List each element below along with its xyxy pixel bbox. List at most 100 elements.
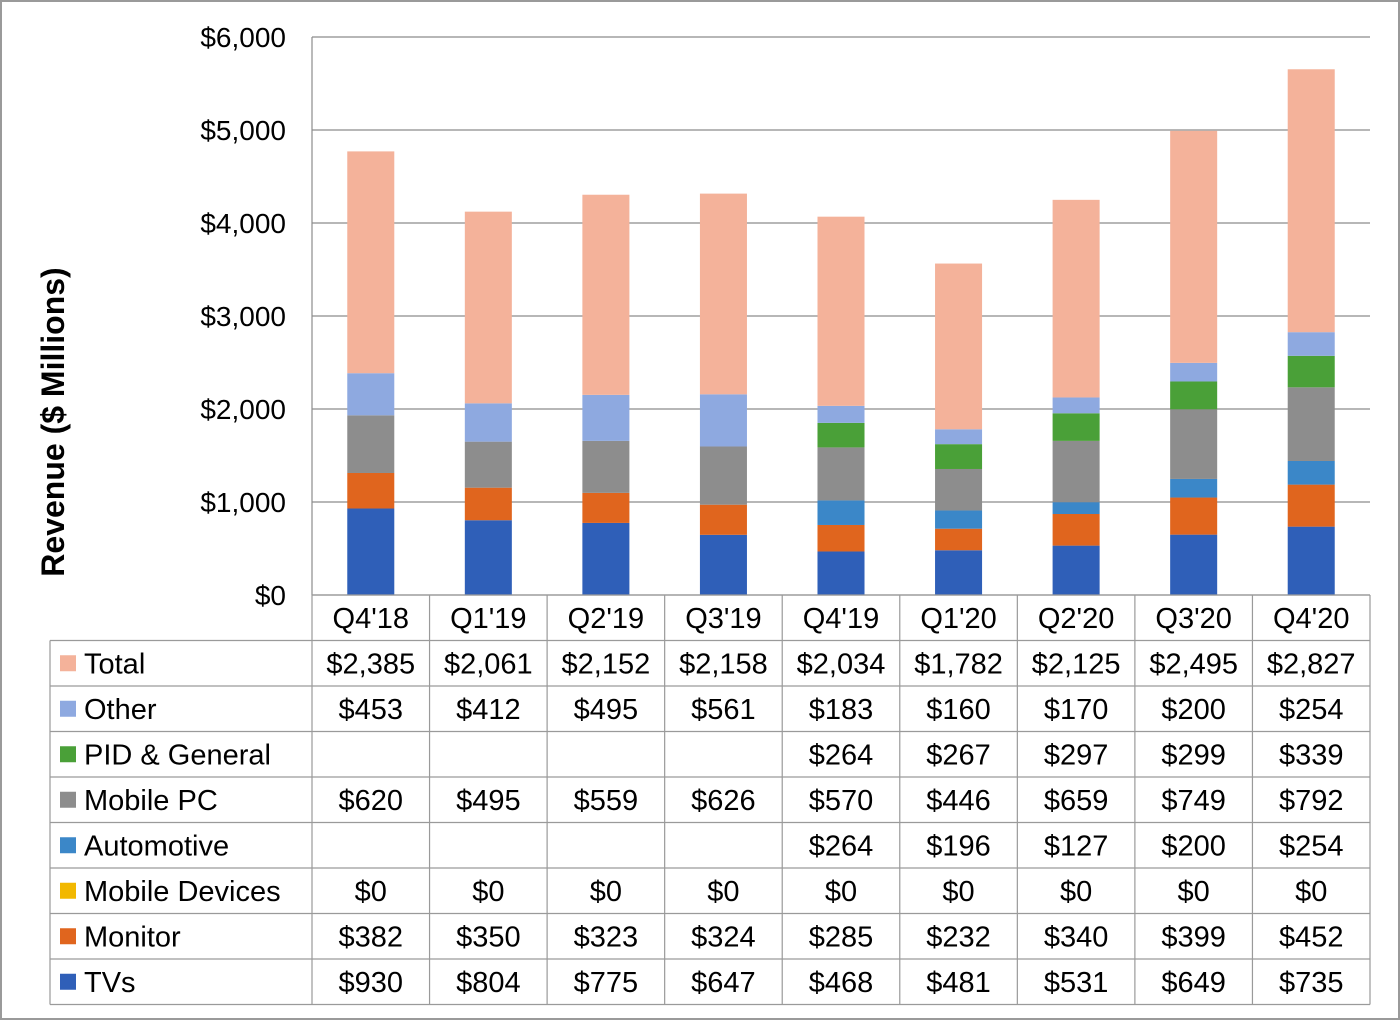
bar-segment-tvs	[1052, 545, 1100, 595]
y-tick-label: $5,000	[200, 115, 286, 146]
legend-label: Automotive	[84, 830, 229, 862]
bar-segment-automotive	[1287, 460, 1335, 485]
data-cell: $170	[1044, 694, 1109, 726]
data-cell: $481	[926, 967, 991, 999]
data-cell: $570	[809, 785, 874, 817]
data-cell: $468	[809, 967, 874, 999]
data-cell: $0	[825, 876, 857, 908]
data-cell: $160	[926, 694, 991, 726]
data-cell: $2,495	[1149, 648, 1238, 680]
y-tick-label: $3,000	[200, 301, 286, 332]
y-axis: $0 $1,000 $2,000 $3,000 $4,000 $5,000 $6,000	[200, 22, 313, 611]
bar-segment-tvs	[699, 534, 747, 595]
y-axis-label: Revenue ($ Millions)	[35, 267, 71, 576]
bar-segment-mobile-pc	[582, 440, 630, 493]
legend-swatch	[60, 882, 76, 899]
legend-label: Monitor	[84, 921, 181, 953]
bar-segment-total	[464, 211, 512, 404]
data-cell: $285	[809, 921, 874, 953]
y-tick-label: $2,000	[200, 394, 286, 425]
data-cell: $446	[926, 785, 991, 817]
bar-segment-tvs	[935, 550, 983, 595]
data-cell: $0	[1178, 876, 1210, 908]
data-table: Q4'18 Q1'19 Q2'19 Q3'19 Q4'19 Q1'20 Q2'20 Q3'20…	[49, 594, 1371, 1006]
bar-segment-other	[1052, 397, 1100, 414]
data-cell: $930	[339, 967, 404, 999]
data-cell: $452	[1279, 921, 1344, 953]
data-cell: $2,152	[562, 648, 651, 680]
bar-segment-automotive	[817, 500, 865, 525]
data-cell: $2,034	[797, 648, 886, 680]
bar-segment-pid-general	[1287, 355, 1335, 388]
data-cell: $254	[1279, 830, 1344, 862]
data-cell: $200	[1161, 830, 1226, 862]
data-cell: $324	[691, 921, 756, 953]
legend-swatch	[60, 973, 76, 990]
bar-segment-total	[1052, 199, 1100, 398]
data-cell: $183	[809, 694, 874, 726]
data-cell: $254	[1279, 694, 1344, 726]
data-cell: $626	[691, 785, 756, 817]
y-tick-label: $4,000	[200, 208, 286, 239]
bar-segment-tvs	[1287, 526, 1335, 595]
y-tick-label: $6,000	[200, 22, 286, 53]
data-cell: $297	[1044, 739, 1109, 771]
legend-swatch	[60, 700, 76, 717]
data-cell: $412	[456, 694, 521, 726]
bar-segment-monitor	[1287, 484, 1335, 527]
bar-segment-mobile-pc	[347, 415, 395, 473]
data-cell: $531	[1044, 967, 1109, 999]
legend-label: PID & General	[84, 739, 271, 771]
data-cell: $0	[942, 876, 974, 908]
bar-segment-other	[1170, 362, 1218, 382]
data-cell: $264	[809, 739, 874, 771]
legend-swatch	[60, 837, 76, 854]
data-cell: $495	[574, 694, 639, 726]
bar-segment-pid-general	[935, 444, 983, 469]
bar-segment-total	[347, 151, 395, 374]
bars	[347, 69, 1335, 595]
bar-segment-monitor	[935, 528, 983, 551]
data-cell: $0	[590, 876, 622, 908]
data-cell: $0	[355, 876, 387, 908]
data-cell: $264	[809, 830, 874, 862]
data-cell: $0	[1060, 876, 1092, 908]
legend-label: Mobile Devices	[84, 876, 281, 908]
bar-segment-total	[817, 216, 865, 406]
data-cell: $561	[691, 694, 756, 726]
y-tick-label: $0	[255, 580, 286, 611]
data-cell: $749	[1161, 785, 1226, 817]
x-tick-label: Q1'19	[450, 603, 526, 635]
bar-segment-other	[582, 394, 630, 441]
bar-segment-total	[1170, 130, 1218, 363]
data-cell: $0	[707, 876, 739, 908]
bar-segment-total	[935, 263, 983, 430]
data-cell: $2,158	[679, 648, 768, 680]
bar-segment-automotive	[1052, 502, 1100, 514]
bar-segment-mobile-pc	[464, 441, 512, 488]
bar-segment-automotive	[935, 510, 983, 529]
x-tick-label: Q2'20	[1038, 603, 1114, 635]
data-cell: $2,125	[1032, 648, 1121, 680]
legend-swatch	[60, 746, 76, 763]
bar-segment-tvs	[464, 520, 512, 595]
data-cell: $649	[1161, 967, 1226, 999]
data-cell: $127	[1044, 830, 1109, 862]
bar-segment-pid-general	[817, 422, 865, 448]
legend-label: Total	[84, 648, 145, 680]
data-cell: $0	[1295, 876, 1327, 908]
x-tick-label: Q3'20	[1155, 603, 1231, 635]
data-cell: $323	[574, 921, 639, 953]
bar-segment-monitor	[464, 487, 512, 521]
legend-label: Other	[84, 694, 157, 726]
data-cell: $340	[1044, 921, 1109, 953]
legend-label: TVs	[84, 967, 136, 999]
data-cell: $735	[1279, 967, 1344, 999]
bar-segment-tvs	[817, 551, 865, 595]
bar-segment-monitor	[582, 492, 630, 523]
x-tick-label: Q4'18	[333, 603, 409, 635]
data-cell: $2,385	[326, 648, 415, 680]
bar-segment-mobile-pc	[935, 468, 983, 511]
bar-segment-other	[464, 403, 512, 442]
bar-segment-tvs	[1170, 534, 1218, 595]
